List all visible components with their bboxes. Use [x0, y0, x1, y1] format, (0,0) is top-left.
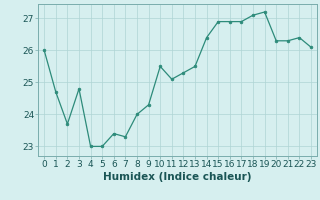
- X-axis label: Humidex (Indice chaleur): Humidex (Indice chaleur): [103, 172, 252, 182]
